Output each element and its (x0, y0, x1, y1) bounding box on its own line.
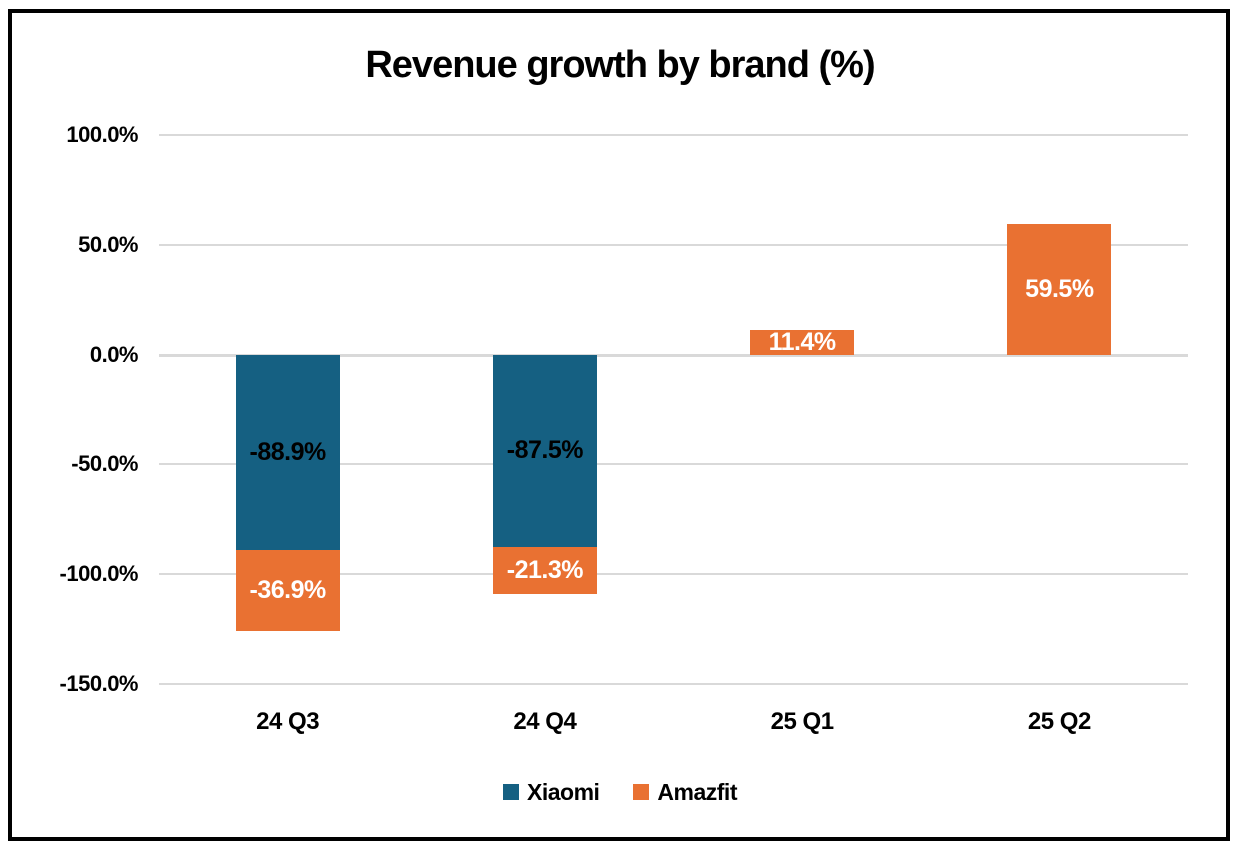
legend-label: Xiaomi (527, 778, 600, 805)
gridline (159, 134, 1188, 136)
bar-data-label: 59.5% (1025, 274, 1094, 303)
bar-data-label: -36.9% (249, 575, 327, 604)
bar-segment-amazfit-25-q2: 59.5% (1007, 223, 1112, 355)
x-axis-category-label: 25 Q2 (1027, 708, 1091, 735)
y-axis-tick-label: 50.0% (78, 231, 138, 257)
gridline (159, 463, 1188, 466)
bar-segment-xiaomi-24-q4: -87.5% (492, 354, 597, 547)
x-axis-category-label: 24 Q3 (256, 708, 320, 735)
legend-swatch-amazfit (633, 784, 650, 800)
legend-item-amazfit: Amazfit (633, 779, 737, 806)
chart-title: Revenue growth by brand (%) (365, 44, 875, 86)
legend-label: Amazfit (657, 778, 737, 805)
bar-data-label: -88.9% (249, 437, 327, 466)
gridline-zero (159, 353, 1188, 357)
x-axis-category-label: 24 Q4 (513, 708, 577, 735)
bar-segment-amazfit-24-q4: -21.3% (492, 546, 597, 594)
bar-data-label: -21.3% (506, 555, 584, 584)
gridline (159, 683, 1188, 685)
bar-segment-amazfit-25-q1: 11.4% (750, 327, 855, 356)
x-axis-category-label: 25 Q1 (770, 708, 834, 735)
gridline (159, 573, 1188, 576)
y-axis-tick-label: 100.0% (66, 122, 138, 147)
legend: Xiaomi Amazfit (0, 778, 1240, 806)
bar-segment-xiaomi-24-q3: -88.9% (235, 354, 340, 550)
y-axis-tick-label: -150.0% (59, 671, 139, 696)
gridline (159, 243, 1188, 246)
bar-data-label: 11.4% (768, 327, 837, 356)
y-axis-tick-label: 0.0% (89, 341, 139, 367)
y-axis-tick-label: -100.0% (59, 561, 139, 587)
bar-data-label: -87.5% (506, 436, 584, 465)
legend-swatch-xiaomi (503, 784, 519, 800)
bar-segment-amazfit-24-q3: -36.9% (235, 549, 340, 631)
legend-item-xiaomi: Xiaomi (503, 778, 600, 806)
y-axis-tick-label: -50.0% (71, 451, 138, 477)
